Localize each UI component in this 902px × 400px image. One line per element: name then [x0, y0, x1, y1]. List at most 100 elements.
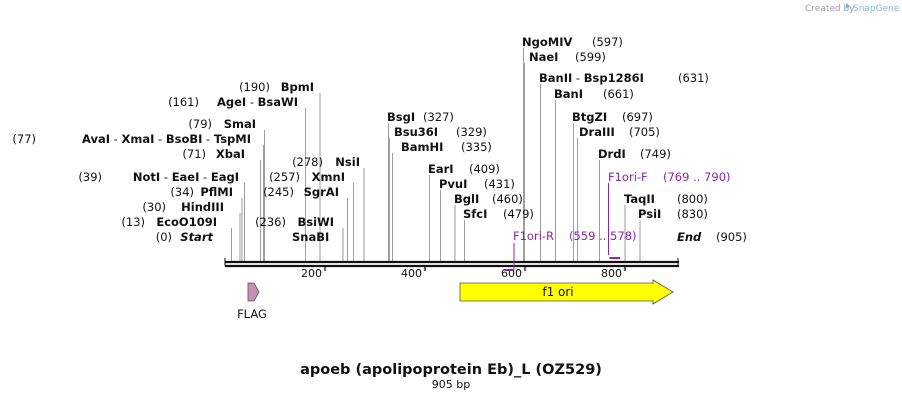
site-label-bamhi[interactable]: BamHI (335): [401, 140, 492, 154]
site-label-bsgi[interactable]: BsgI (327): [387, 110, 454, 124]
site-name-part: NsiI: [335, 155, 360, 169]
site-name: PsiI: [638, 207, 661, 221]
site-name: PflMI: [200, 185, 233, 199]
site-label-agei-bsawi[interactable]: AgeI - BsaWI (161): [168, 95, 298, 109]
site-position: (409): [469, 162, 500, 176]
site-name: EcoO109I: [156, 215, 217, 229]
site-label-noti-eaei-eagi[interactable]: NotI - EaeI - EagI (39): [78, 170, 239, 184]
site-name: BanII - Bsp1286I: [539, 71, 644, 85]
site-name-separator: -: [246, 95, 257, 109]
ruler-ticks: 200 400 600 800: [301, 266, 626, 280]
site-label-btgzi[interactable]: BtgZI (697): [572, 110, 653, 124]
site-name-part: SgrAI: [304, 185, 339, 199]
site-position: (161): [168, 95, 199, 109]
site-label-sfci[interactable]: SfcI (479): [463, 207, 534, 221]
site-name: BtgZI: [572, 110, 607, 124]
site-name: DraIII: [579, 125, 615, 139]
site-label-avai-xmai-bsobi-tspmi[interactable]: AvaI - XmaI - BsoBI - TspMI (77): [12, 132, 251, 146]
site-label-bani[interactable]: BanI (661): [554, 87, 634, 101]
site-name: End: [677, 230, 702, 244]
site-name-separator: -: [202, 132, 213, 146]
site-name-part: SmaI: [224, 117, 256, 131]
site-name-part: PsiI: [638, 207, 661, 221]
site-position: (190): [239, 80, 270, 94]
site-label-eari[interactable]: EarI (409): [428, 162, 500, 176]
site-label-banii-bsp1286i[interactable]: BanII - Bsp1286I (631): [539, 71, 709, 85]
site-name-part: PvuI: [439, 177, 467, 191]
site-position: (599): [575, 50, 606, 64]
feature-flag[interactable]: FLAG: [237, 282, 267, 321]
site-label-sgrai[interactable]: SgrAI (245): [263, 185, 339, 199]
feature-f1-ori[interactable]: f1 ori: [459, 279, 674, 305]
site-name-part: SfcI: [463, 207, 487, 221]
site-label-start[interactable]: Start (0): [156, 230, 214, 244]
site-position: (479): [503, 207, 534, 221]
site-label-smai[interactable]: SmaI (79): [188, 117, 256, 131]
ruler-tick-label: 400: [401, 267, 422, 280]
site-name-separator: -: [572, 71, 583, 85]
site-label-taqii[interactable]: TaqII (800): [624, 192, 708, 206]
site-position: (697): [622, 110, 653, 124]
site-name: SgrAI: [304, 185, 339, 199]
site-name: AvaI - XmaI - BsoBI - TspMI: [82, 132, 251, 146]
site-label-ngomiv[interactable]: NgoMIV (597): [522, 35, 623, 49]
site-name-part: BtgZI: [572, 110, 607, 124]
site-name: BglI: [454, 192, 479, 206]
site-position: (278): [292, 155, 323, 169]
site-position: (0): [156, 230, 172, 244]
site-position: (661): [603, 87, 634, 101]
site-name-part: PflMI: [200, 185, 233, 199]
site-name-part: XbaI: [216, 147, 245, 161]
site-position: (830): [677, 207, 708, 221]
site-label-xbai[interactable]: XbaI (71): [182, 147, 245, 161]
site-name-part: DraIII: [579, 125, 615, 139]
site-label-bpmi[interactable]: BpmI (190): [239, 80, 314, 94]
site-name: BpmI: [281, 80, 314, 94]
site-name-part: DrdI: [598, 147, 626, 161]
site-name-part: AvaI: [82, 132, 110, 146]
site-name: XmnI: [312, 170, 345, 184]
primer-name: F1ori-F: [608, 170, 648, 184]
site-position: (327): [423, 110, 454, 124]
site-name: PvuI: [439, 177, 467, 191]
site-position: (800): [677, 192, 708, 206]
site-label-drdi[interactable]: DrdI (749): [598, 147, 671, 161]
site-name-part: End: [677, 230, 702, 244]
primer-range: (769 .. 790): [663, 170, 731, 184]
site-name-part: AgeI: [217, 95, 246, 109]
site-name-part: EcoO109I: [156, 215, 217, 229]
credit-text: Created by: [805, 4, 855, 14]
site-position: (30): [142, 200, 166, 214]
site-label-psii[interactable]: PsiI (830): [638, 207, 708, 221]
site-label-xmni[interactable]: XmnI (257): [269, 170, 345, 184]
site-label-ecoo109i[interactable]: EcoO109I (13): [121, 215, 217, 229]
site-label-pflmi[interactable]: PflMI (34): [170, 185, 233, 199]
site-position: (71): [182, 147, 206, 161]
site-label-nsii[interactable]: NsiI (278): [292, 155, 360, 169]
site-name: BsgI: [387, 110, 415, 124]
site-label-bsiwi[interactable]: BsiWI (236): [255, 215, 334, 229]
site-label-end[interactable]: End (905): [677, 230, 747, 244]
primer-f1ori-r[interactable]: F1ori-R (559 .. 578): [504, 229, 637, 271]
site-name: SnaBI: [292, 230, 329, 244]
site-name-part: BpmI: [281, 80, 314, 94]
site-label-snabi[interactable]: SnaBI: [292, 230, 329, 244]
site-name: SfcI: [463, 207, 487, 221]
site-label-bsu36i[interactable]: Bsu36I (329): [394, 125, 487, 139]
site-name: BanI: [554, 87, 583, 101]
site-name: NotI - EaeI - EagI: [133, 170, 239, 184]
site-name-part: EarI: [428, 162, 454, 176]
site-position: (39): [78, 170, 102, 184]
site-name: BsiWI: [297, 215, 334, 229]
primer-f1ori-f[interactable]: F1ori-F (769 .. 790): [608, 170, 731, 259]
ruler-tick-label: 600: [501, 267, 522, 280]
site-name: Start: [180, 230, 213, 244]
site-label-hindiii[interactable]: HindIII (30): [142, 200, 224, 214]
site-position: (79): [188, 117, 212, 131]
site-label-naei[interactable]: NaeI (599): [529, 50, 606, 64]
site-position: (335): [461, 140, 492, 154]
site-label-draiii[interactable]: DraIII (705): [579, 125, 660, 139]
site-label-bgli[interactable]: BglI (460): [454, 192, 523, 206]
site-label-pvui[interactable]: PvuI (431): [439, 177, 515, 191]
